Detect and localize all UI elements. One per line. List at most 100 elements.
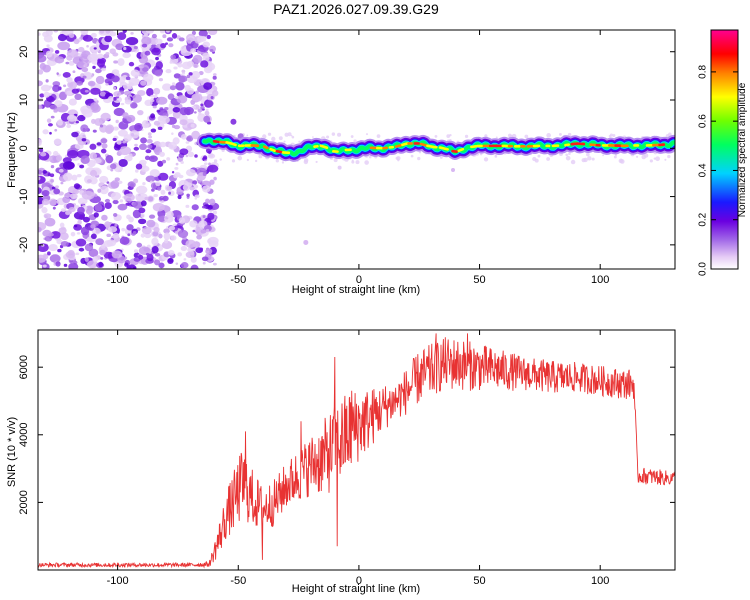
- noise-speckle: [181, 69, 186, 73]
- ridge-hot-core: [401, 142, 409, 147]
- noise-speckle: [86, 179, 92, 183]
- noise-speckle: [71, 88, 80, 94]
- noise-speckle: [78, 247, 85, 252]
- noise-speckle: [84, 72, 93, 80]
- noise-speckle: [78, 214, 85, 221]
- noise-speckle: [38, 243, 49, 252]
- noise-speckle: [38, 183, 41, 188]
- noise-speckle: [68, 33, 75, 38]
- noise-speckle: [100, 67, 107, 72]
- noise-speckle: [142, 182, 146, 186]
- noise-speckle: [65, 210, 71, 216]
- noise-speckle: [171, 32, 178, 39]
- noise-speckle: [38, 147, 44, 153]
- noise-speckle: [155, 61, 163, 70]
- noise-speckle: [118, 158, 128, 167]
- noise-speckle: [63, 263, 68, 267]
- isolated-blob: [303, 239, 309, 245]
- noise-speckle: [77, 163, 81, 166]
- noise-speckle: [128, 216, 134, 223]
- noise-speckle: [91, 52, 98, 59]
- ridge-halo-speckle: [534, 158, 539, 163]
- noise-speckle: [147, 144, 153, 149]
- noise-speckle: [132, 230, 137, 235]
- noise-speckle: [171, 171, 175, 174]
- noise-speckle: [75, 252, 80, 256]
- noise-speckle: [140, 233, 146, 238]
- noise-speckle: [204, 110, 210, 116]
- snr-xtick-label: -50: [230, 575, 246, 587]
- noise-speckle: [45, 79, 49, 83]
- noise-speckle: [81, 138, 87, 142]
- noise-speckle: [77, 137, 87, 146]
- noise-speckle: [201, 256, 209, 262]
- noise-speckle: [73, 38, 80, 45]
- noise-speckle: [159, 141, 167, 148]
- ridge-hot-core: [275, 149, 283, 154]
- noise-speckle: [110, 180, 120, 189]
- noise-speckle: [203, 115, 211, 123]
- colorbar-tick-label: 0.6: [698, 114, 709, 128]
- noise-speckle: [100, 148, 107, 154]
- noise-speckle: [116, 93, 120, 96]
- noise-speckle: [202, 261, 206, 265]
- noise-speckle: [170, 54, 176, 60]
- noise-speckle: [87, 80, 96, 87]
- ridge-halo-speckle: [395, 156, 399, 160]
- snr-xlabel: Height of straight line (km): [292, 583, 420, 595]
- noise-speckle: [202, 172, 207, 176]
- noise-speckle: [42, 129, 49, 135]
- noise-speckle: [141, 226, 152, 235]
- noise-speckle: [197, 35, 204, 43]
- noise-speckle: [151, 33, 157, 39]
- colorbar-label: Normalized spectral amplitude: [737, 82, 748, 217]
- noise-speckle: [175, 81, 185, 91]
- noise-speckle: [159, 197, 163, 201]
- noise-speckle: [134, 169, 139, 173]
- noise-speckle: [155, 56, 159, 61]
- noise-speckle: [113, 60, 118, 64]
- noise-speckle: [105, 51, 110, 56]
- noise-speckle: [189, 220, 198, 228]
- ridge-halo-speckle: [246, 134, 249, 137]
- noise-speckle: [209, 198, 216, 206]
- noise-speckle: [74, 205, 80, 209]
- noise-speckle: [173, 124, 181, 130]
- ridge-halo-speckle: [283, 140, 286, 143]
- colorbar-tick-label: 0.2: [698, 212, 709, 226]
- noise-speckle: [161, 240, 173, 250]
- noise-speckle: [180, 45, 188, 54]
- colorbar: 0.0 0.2 0.4 0.6 0.8 Normalized spectral ampl…: [698, 29, 748, 276]
- ridge-halo-speckle: [620, 159, 625, 164]
- noise-speckle: [76, 81, 83, 86]
- noise-speckle: [50, 179, 54, 183]
- noise-speckle: [190, 48, 197, 53]
- noise-speckle: [172, 107, 181, 113]
- ridge-halo-speckle: [298, 140, 301, 143]
- noise-speckle: [132, 153, 136, 157]
- noise-speckle: [95, 238, 104, 246]
- noise-speckle: [140, 80, 147, 86]
- noise-speckle: [38, 227, 42, 233]
- noise-speckle: [50, 164, 55, 169]
- noise-speckle: [186, 87, 195, 95]
- noise-speckle: [191, 204, 199, 211]
- snr-xtick-label: 0: [356, 575, 362, 587]
- ridge-halo-speckle: [612, 133, 616, 137]
- noise-speckle: [208, 162, 211, 166]
- ridge-hot-core: [457, 147, 465, 153]
- noise-speckle: [154, 259, 161, 266]
- noise-speckle: [141, 43, 148, 48]
- noise-speckle: [62, 161, 75, 170]
- noise-speckle: [54, 128, 58, 132]
- ridge-hot-core: [263, 145, 269, 150]
- noise-speckle: [107, 95, 114, 102]
- noise-speckle: [40, 151, 47, 157]
- noise-speckle: [140, 213, 145, 218]
- noise-speckle: [168, 141, 178, 150]
- noise-speckle: [105, 30, 111, 34]
- noise-speckle: [111, 75, 120, 83]
- noise-speckle: [38, 80, 43, 87]
- noise-speckle: [104, 221, 111, 228]
- noise-speckle: [127, 85, 133, 90]
